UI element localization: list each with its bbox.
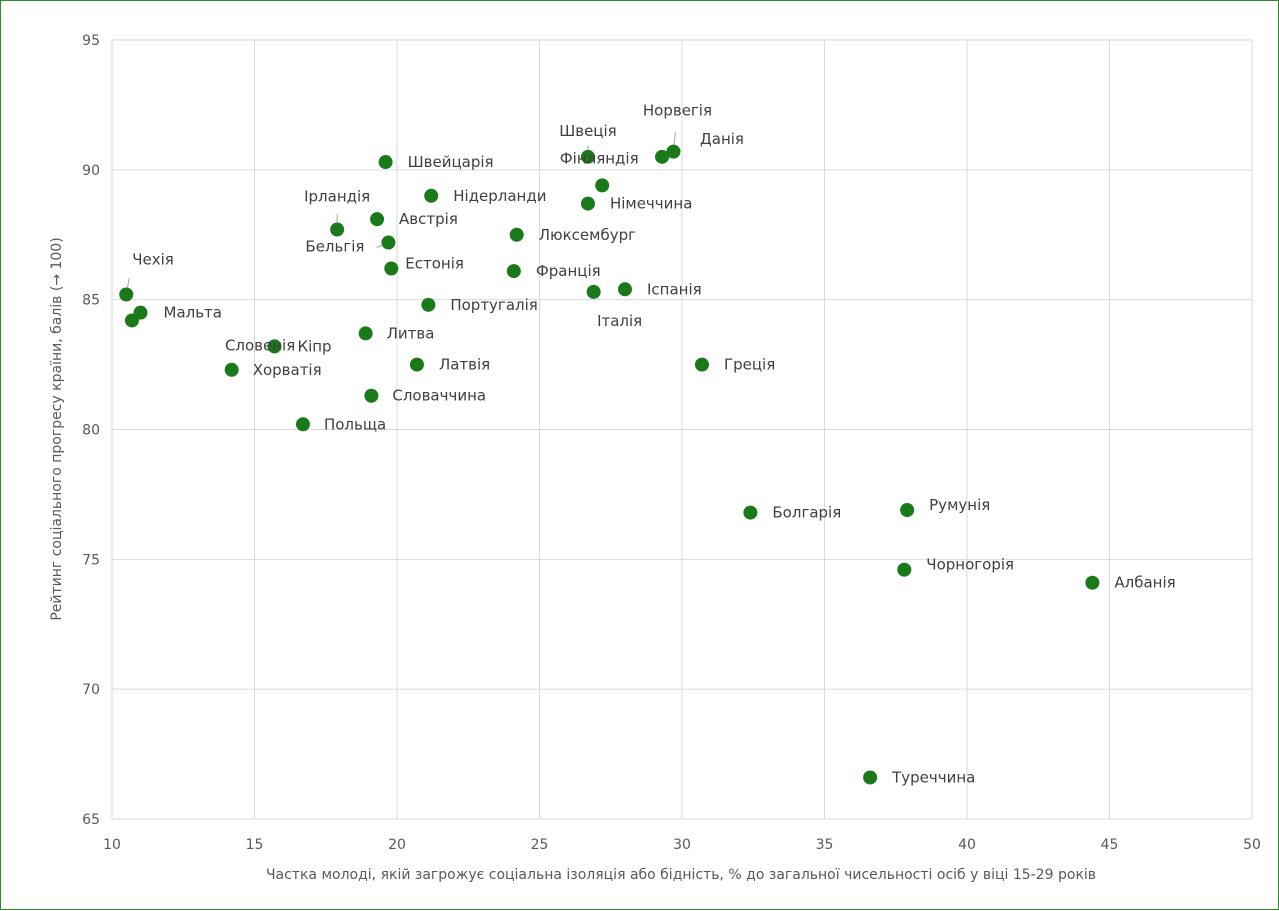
point-label: Чорногорія	[926, 556, 1014, 574]
point-label: Румунія	[929, 496, 990, 514]
point-label: Італія	[597, 312, 642, 330]
x-axis-ticks: 10 15 20 25 30 35 40 45 50	[103, 837, 1261, 853]
data-point	[580, 196, 595, 211]
point-label: Норвегія	[643, 102, 712, 120]
data-point	[694, 357, 709, 372]
point-label: Нідерланди	[453, 187, 546, 205]
data-point	[119, 287, 134, 302]
y-axis-ticks: 65 70 75 80 85 90 95	[82, 33, 100, 828]
data-point	[409, 357, 424, 372]
data-point	[124, 313, 139, 328]
data-point	[295, 417, 310, 432]
data-point	[586, 284, 601, 299]
point-label: Греція	[724, 356, 775, 374]
y-tick-label: 85	[82, 293, 100, 309]
data-point	[666, 144, 681, 159]
data-point	[655, 149, 670, 164]
data-point	[506, 264, 521, 279]
point-label: Польща	[324, 415, 386, 433]
data-point	[618, 282, 632, 297]
data-point	[595, 178, 610, 193]
point-label: Болгарія	[772, 504, 841, 522]
data-point	[1085, 575, 1100, 590]
x-tick-label: 10	[103, 837, 121, 853]
data-point	[378, 155, 393, 170]
data-point	[358, 326, 373, 341]
y-axis-title: Рейтинг соціального прогресу країни, бал…	[49, 237, 65, 620]
data-point	[421, 297, 436, 312]
data-point	[863, 770, 878, 785]
data-point	[384, 261, 399, 276]
x-tick-label: 20	[388, 837, 406, 853]
point-label: Туреччина	[891, 768, 975, 786]
data-point	[897, 562, 912, 577]
point-label: Албанія	[1114, 574, 1175, 592]
point-label: Кіпр	[297, 337, 331, 355]
gridlines	[111, 39, 1253, 820]
data-point	[900, 502, 915, 517]
x-tick-label: 50	[1243, 837, 1261, 853]
x-tick-label: 35	[816, 837, 834, 853]
point-label: Люксембург	[539, 226, 636, 244]
x-axis-title: Частка молоді, якій загрожує соціальна і…	[266, 867, 1096, 883]
point-label: Словенія	[225, 336, 295, 354]
point-label: Швеція	[559, 122, 617, 140]
data-point	[370, 212, 385, 227]
point-label: Данія	[700, 130, 744, 148]
data-points	[119, 144, 1100, 785]
point-label: Швейцарія	[408, 153, 494, 171]
point-label: Фінляндія	[560, 149, 639, 167]
point-label: Чехія	[132, 250, 174, 268]
point-label: Ірландія	[304, 188, 370, 206]
point-label: Литва	[387, 324, 435, 342]
data-point	[580, 149, 595, 164]
point-label: Естонія	[405, 255, 464, 273]
point-label: Бельгія	[305, 238, 364, 256]
point-label: Німеччина	[610, 195, 692, 213]
point-label: Хорватія	[253, 361, 322, 379]
x-tick-label: 40	[958, 837, 976, 853]
y-tick-label: 70	[82, 682, 100, 698]
y-tick-label: 95	[82, 33, 100, 49]
y-tick-label: 65	[82, 812, 100, 828]
data-point	[743, 505, 758, 520]
data-point	[224, 362, 239, 377]
y-tick-label: 80	[82, 423, 100, 439]
point-label: Мальта	[164, 304, 223, 322]
x-tick-label: 45	[1101, 837, 1119, 853]
point-label: Португалія	[450, 296, 537, 314]
point-label: Франція	[536, 262, 601, 280]
point-label: Латвія	[439, 356, 490, 374]
point-label: Австрія	[399, 210, 458, 228]
data-point	[364, 388, 379, 403]
data-point	[330, 222, 345, 237]
data-point	[381, 235, 396, 250]
x-tick-label: 30	[673, 837, 691, 853]
data-point	[509, 227, 524, 242]
x-tick-label: 25	[531, 837, 549, 853]
data-point	[424, 188, 439, 203]
x-tick-label: 15	[246, 837, 264, 853]
data-point	[267, 339, 282, 354]
point-label: Словаччина	[392, 387, 486, 405]
y-tick-label: 75	[82, 552, 100, 568]
point-label: Іспанія	[647, 280, 702, 298]
y-tick-label: 90	[82, 163, 100, 179]
